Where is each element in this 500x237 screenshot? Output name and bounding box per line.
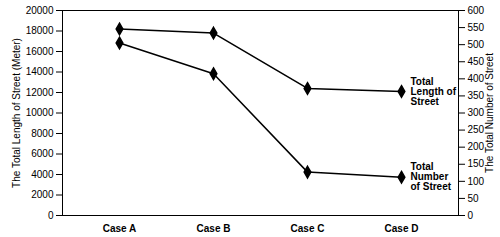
svg-text:2000: 2000	[31, 189, 54, 200]
svg-text:0: 0	[468, 210, 474, 221]
svg-text:6000: 6000	[31, 148, 54, 159]
svg-text:50: 50	[468, 193, 480, 204]
svg-text:14000: 14000	[26, 66, 54, 77]
svg-text:0: 0	[48, 210, 54, 221]
svg-text:350: 350	[468, 90, 485, 101]
svg-text:Case B: Case B	[197, 223, 231, 234]
svg-text:10000: 10000	[26, 107, 54, 118]
svg-text:4000: 4000	[31, 169, 54, 180]
svg-text:300: 300	[468, 107, 485, 118]
svg-text:550: 550	[468, 22, 485, 33]
svg-text:20000: 20000	[26, 5, 54, 16]
svg-text:Case D: Case D	[385, 223, 419, 234]
svg-text:250: 250	[468, 124, 485, 135]
svg-text:The Total Length of Street (Me: The Total Length of Street (Meter)	[11, 38, 22, 188]
svg-text:100: 100	[468, 176, 485, 187]
svg-text:TotalNumberof Street: TotalNumberof Street	[411, 161, 452, 192]
svg-text:16000: 16000	[26, 46, 54, 57]
svg-text:150: 150	[468, 158, 485, 169]
svg-text:18000: 18000	[26, 25, 54, 36]
svg-text:500: 500	[468, 39, 485, 50]
svg-text:200: 200	[468, 141, 485, 152]
svg-text:Case A: Case A	[103, 223, 137, 234]
svg-text:400: 400	[468, 73, 485, 84]
svg-text:Case C: Case C	[291, 223, 325, 234]
svg-text:600: 600	[468, 5, 485, 16]
svg-text:8000: 8000	[31, 128, 54, 139]
svg-text:450: 450	[468, 56, 485, 67]
svg-text:TotalLength ofStreet: TotalLength ofStreet	[411, 76, 457, 107]
svg-text:12000: 12000	[26, 87, 54, 98]
svg-text:The Total Number of Street: The Total Number of Street	[484, 53, 495, 173]
